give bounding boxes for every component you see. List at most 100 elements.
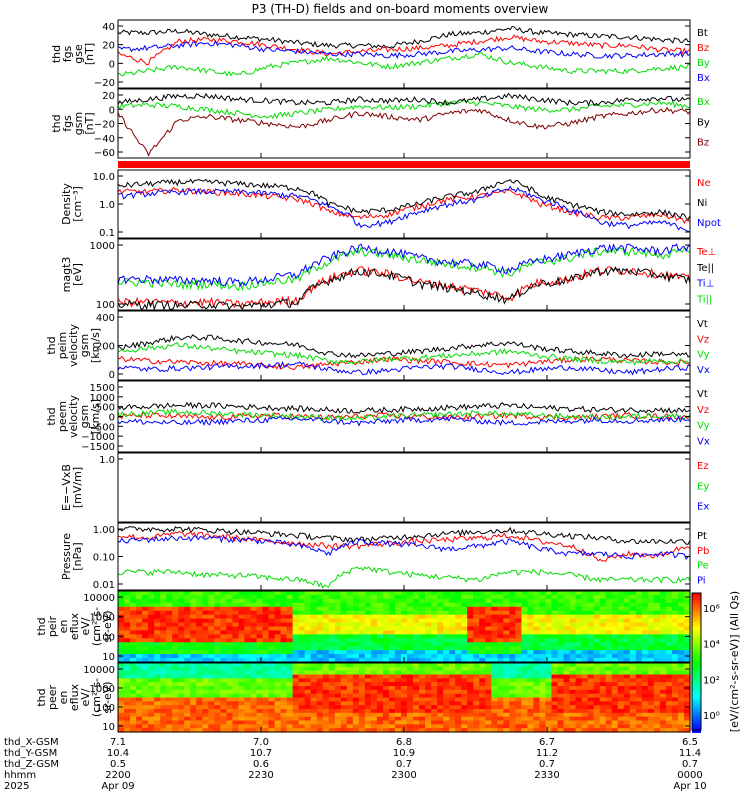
heatmap-cell <box>250 646 258 651</box>
heatmap-cell <box>142 642 149 647</box>
y-tick-label: 0 <box>109 105 115 116</box>
heatmap-cell <box>136 663 143 668</box>
heatmap-cell <box>400 618 408 624</box>
heatmap-cell <box>443 720 450 725</box>
x-tick-value: Apr 09 <box>101 781 134 792</box>
heatmap-cell <box>154 728 161 733</box>
heatmap-cell <box>358 670 366 676</box>
heatmap-cell <box>394 712 402 718</box>
heatmap-cell <box>527 705 535 710</box>
heatmap-cell <box>292 650 300 655</box>
heatmap-cell <box>148 666 155 672</box>
heatmap-cell <box>292 606 300 612</box>
heatmap-cell <box>587 642 595 647</box>
heatmap-cell <box>304 602 312 608</box>
heatmap-cell <box>184 618 191 624</box>
heatmap-cell <box>413 724 420 729</box>
heatmap-cell <box>569 598 577 604</box>
heatmap-cell <box>286 606 294 612</box>
heatmap-cell <box>479 591 486 596</box>
heatmap-cell <box>262 686 270 691</box>
heatmap-cell <box>629 693 637 699</box>
heatmap-cell <box>184 602 191 608</box>
heatmap-cell <box>419 650 426 655</box>
heatmap-cell <box>202 716 209 722</box>
heatmap-cell <box>575 646 583 651</box>
heatmap-cell <box>172 610 179 616</box>
heatmap-cell <box>617 622 625 628</box>
heatmap-cell <box>208 594 215 600</box>
heatmap-cell <box>569 728 577 733</box>
heatmap-cell <box>376 701 384 706</box>
heatmap-cell <box>214 614 221 620</box>
heatmap-cell <box>605 693 613 699</box>
heatmap-cell <box>268 654 276 659</box>
heatmap-cell <box>587 709 595 714</box>
heatmap-cell <box>635 701 643 706</box>
heatmap-cell <box>388 716 396 722</box>
heatmap-cell <box>262 666 270 672</box>
heatmap-cell <box>148 642 155 647</box>
heatmap-cell <box>394 701 402 706</box>
heatmap-cell <box>286 678 294 683</box>
heatmap-cell <box>413 591 420 596</box>
heatmap-cell <box>479 682 486 687</box>
heatmap-cell <box>124 602 131 608</box>
heatmap-cell <box>160 614 167 620</box>
heatmap-cell <box>641 650 649 655</box>
heatmap-cell <box>671 634 679 639</box>
heatmap-cell <box>527 634 535 639</box>
heatmap-cell <box>184 646 191 651</box>
heatmap-cell <box>581 678 589 683</box>
heatmap-cell <box>346 682 354 687</box>
heatmap-cell <box>515 666 523 672</box>
heatmap-cell <box>557 678 565 683</box>
heatmap-cell <box>154 670 161 676</box>
heatmap-cell <box>292 705 300 710</box>
heatmap-cell <box>455 598 462 604</box>
heatmap-cell <box>623 709 631 714</box>
heatmap-cell <box>419 638 426 643</box>
heatmap-cell <box>419 705 426 710</box>
heatmap-cell <box>118 646 125 651</box>
heatmap-cell <box>617 638 625 643</box>
heatmap-cell <box>136 658 143 663</box>
heatmap-cell <box>659 594 667 600</box>
heatmap-cell <box>551 630 559 635</box>
heatmap-cell <box>172 654 179 659</box>
heatmap-cell <box>118 602 125 608</box>
heatmap-cell <box>557 654 565 659</box>
heatmap-cell <box>623 614 631 620</box>
heatmap-cell <box>587 716 595 722</box>
heatmap-cell <box>557 693 565 699</box>
heatmap-cell <box>328 654 336 659</box>
heatmap-cell <box>142 638 149 643</box>
heatmap-cell <box>641 614 649 620</box>
heatmap-cell <box>467 591 474 596</box>
heatmap-cell <box>587 626 595 632</box>
heatmap-cell <box>226 658 233 663</box>
legend-entry: Ne <box>697 178 711 189</box>
heatmap-cell <box>322 618 330 624</box>
heatmap-cell <box>208 622 215 628</box>
heatmap-cell <box>292 686 300 691</box>
heatmap-cell <box>238 693 246 699</box>
heatmap-cell <box>292 670 300 676</box>
heatmap-cell <box>521 724 529 729</box>
heatmap-cell <box>232 716 240 722</box>
heatmap-cell <box>310 716 318 722</box>
heatmap-cell <box>364 689 372 695</box>
heatmap-cell <box>370 674 378 679</box>
heatmap-cell <box>388 701 396 706</box>
heatmap-cell <box>262 602 270 608</box>
heatmap-cell <box>545 682 553 687</box>
heatmap-cell <box>142 716 149 722</box>
heatmap-cell <box>545 670 553 676</box>
y-axis-label: thd <box>45 336 58 354</box>
heatmap-cell <box>431 626 438 632</box>
heatmap-cell <box>659 650 667 655</box>
heatmap-cell <box>208 678 215 683</box>
heatmap-cell <box>599 686 607 691</box>
